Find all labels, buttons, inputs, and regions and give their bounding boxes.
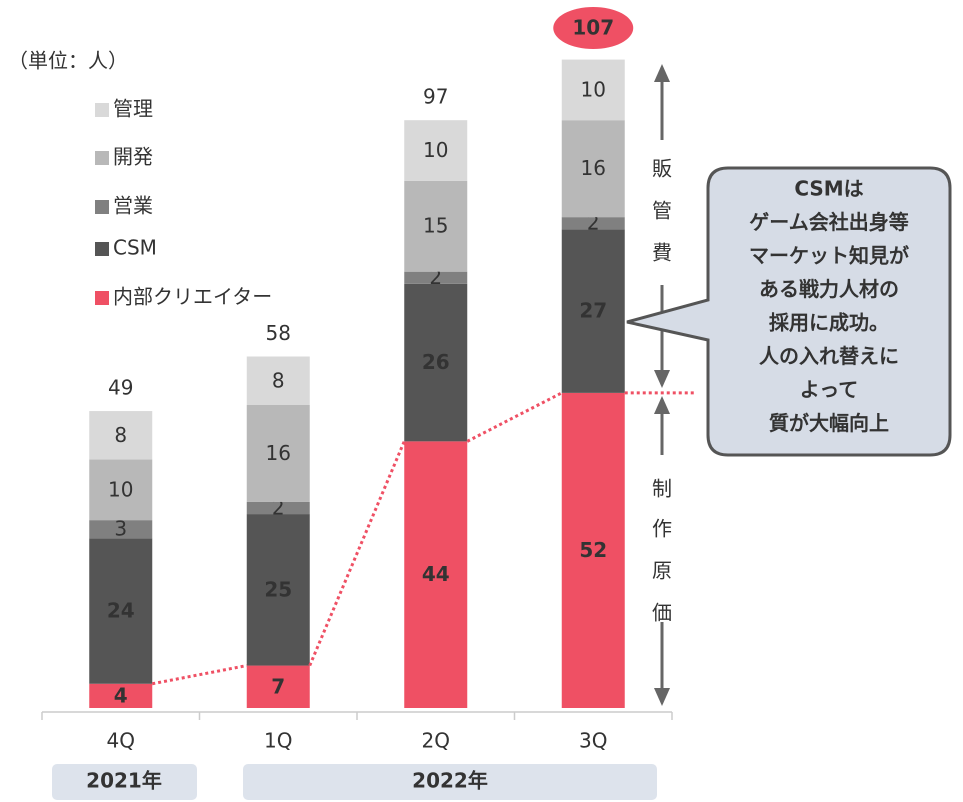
bar-segment	[246, 514, 310, 666]
value-label: 10	[581, 77, 606, 101]
value-label: 24	[107, 599, 135, 623]
bar-segment	[561, 229, 625, 393]
value-label: 8	[272, 368, 285, 392]
callout-line: 質が大幅向上	[769, 411, 889, 435]
side-label: 制	[652, 477, 672, 501]
value-label: 16	[266, 441, 291, 465]
bar-segment	[246, 405, 310, 502]
bar-segment	[404, 441, 468, 708]
callout-line: マーケット知見が	[749, 244, 909, 268]
connector	[466, 391, 563, 443]
bar-segment	[246, 665, 310, 708]
bar-segment	[89, 411, 153, 460]
callout-line: 人の入れ替えに	[759, 344, 899, 368]
bar-segment	[404, 120, 468, 181]
bar-segment	[404, 180, 468, 272]
bar-segment	[89, 538, 153, 684]
legend-label: 内部クリエイター	[113, 285, 272, 309]
bar-segment	[561, 59, 625, 121]
legend-swatch	[95, 200, 109, 214]
x-tick-label: 3Q	[579, 729, 607, 753]
value-label: 15	[423, 214, 448, 238]
legend-label: 営業	[113, 194, 153, 218]
total-highlight	[553, 7, 634, 49]
legend-swatch	[95, 291, 109, 305]
total-label: 58	[266, 321, 291, 345]
value-label: 3	[114, 517, 127, 541]
value-label: 10	[108, 477, 133, 501]
unit-label: （単位：人）	[8, 49, 128, 73]
legend-label: 開発	[113, 145, 153, 169]
period-band	[52, 764, 197, 800]
connector	[308, 440, 406, 667]
legend-swatch	[95, 242, 109, 256]
callout-line: 採用に成功。	[769, 311, 889, 335]
value-label: 27	[579, 299, 607, 323]
period-band	[243, 764, 657, 800]
value-label: 52	[579, 538, 607, 562]
x-tick-label: 2Q	[422, 729, 450, 753]
value-label: 8	[114, 423, 127, 447]
bar-segment	[89, 459, 153, 521]
connector	[151, 664, 248, 686]
legend-swatch	[95, 151, 109, 165]
period-label: 2022年	[412, 769, 488, 793]
bar-segment	[404, 271, 468, 284]
value-label: 16	[581, 156, 606, 180]
period-label: 2021年	[86, 769, 162, 793]
side-label: 販	[652, 157, 672, 181]
total-label: 97	[423, 85, 448, 109]
value-label: 4	[114, 683, 128, 707]
value-label: 26	[422, 350, 450, 374]
callout-line: よって	[800, 378, 858, 402]
callout-line: ある戦力人材の	[759, 277, 899, 301]
total-label: 107	[572, 16, 614, 40]
x-tick-label: 4Q	[107, 729, 135, 753]
legend-swatch	[95, 103, 109, 117]
side-label: 費	[652, 241, 672, 265]
side-label: 管	[652, 199, 672, 223]
bar-segment	[561, 120, 625, 218]
bar-segment	[561, 392, 625, 708]
callout-line: ゲーム会社出身等	[749, 210, 908, 234]
legend-label: CSM	[113, 236, 157, 260]
bar-segment	[246, 501, 310, 515]
bar-segment	[89, 683, 153, 708]
bar-segment	[404, 283, 468, 442]
side-label: 作	[652, 517, 672, 541]
bar-segment	[246, 356, 310, 405]
legend-label: 管理	[113, 97, 153, 121]
callout-line: CSMは	[794, 177, 863, 201]
bar-segment	[561, 217, 625, 230]
bar-segment	[89, 520, 153, 539]
side-label: 価	[652, 601, 672, 625]
side-label: 原	[652, 559, 672, 583]
side-arrows	[654, 64, 670, 706]
callout: CSMはゲーム会社出身等マーケット知見がある戦力人材の採用に成功。人の入れ替えに…	[626, 166, 952, 457]
value-label: 25	[264, 577, 292, 601]
value-label: 44	[422, 562, 450, 586]
value-label: 10	[423, 138, 448, 162]
x-tick-label: 1Q	[264, 729, 292, 753]
value-label: 7	[271, 674, 285, 698]
total-label: 49	[108, 376, 133, 400]
